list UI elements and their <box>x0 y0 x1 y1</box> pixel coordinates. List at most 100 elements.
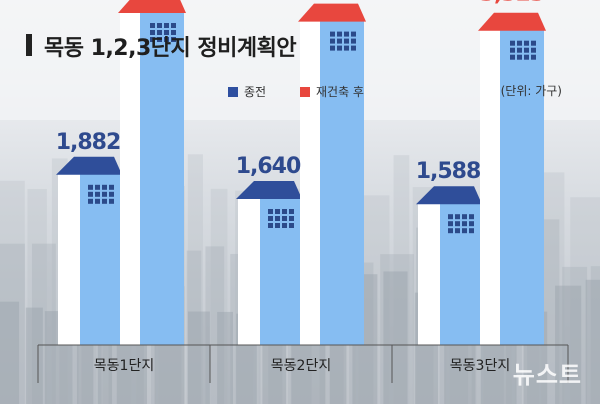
legend-label-before: 종전 <box>244 85 267 99</box>
bar-after-window <box>531 54 536 60</box>
bar-after-window <box>337 38 342 44</box>
bar-before-window <box>88 184 93 190</box>
skyline-building <box>590 266 600 404</box>
bar-after-window <box>157 23 162 28</box>
bar-before-roof <box>236 181 302 199</box>
bar-before-window <box>469 228 474 234</box>
bar-before-window <box>109 191 114 197</box>
skyline-building <box>570 197 600 404</box>
legend-item-before: 종전 <box>228 83 266 100</box>
skyline-building <box>0 301 20 404</box>
bar-before-roof <box>56 156 122 175</box>
bar-before-body-right <box>260 197 300 345</box>
bar-after-window <box>524 54 529 60</box>
skyline-building <box>27 188 47 404</box>
bar-after-window <box>337 31 342 37</box>
bar-after-2 <box>298 3 366 345</box>
bar-after-roof <box>118 0 186 13</box>
bar-before-window <box>448 221 453 227</box>
x-tick-label: 목동1단지 <box>94 358 154 374</box>
bar-before-window <box>268 223 273 228</box>
bar-after-window <box>510 40 515 46</box>
bar-after-1 <box>118 0 186 345</box>
bar-after-window <box>517 40 522 46</box>
bar-after-window <box>510 54 515 60</box>
skyline-building <box>0 180 25 404</box>
bar-after-window <box>351 38 356 44</box>
bar-before-window <box>275 216 280 221</box>
bar-before-window <box>95 198 100 204</box>
bar-after-body-right <box>500 28 544 345</box>
data-label-before: 1,640 <box>236 154 301 179</box>
bar-before-window <box>289 223 294 228</box>
bar-before-window <box>88 198 93 204</box>
legend-swatch-before <box>228 86 238 97</box>
bar-before-window <box>275 223 280 228</box>
bar-after-window <box>344 31 349 37</box>
bar-after-window <box>150 37 155 42</box>
bar-before-window <box>95 191 100 197</box>
bar-after-window <box>351 45 356 51</box>
skyline-building <box>186 250 202 404</box>
bar-before-window <box>455 228 460 234</box>
bar-after-window <box>524 47 529 53</box>
chart-title: 목동 1,2,3단지 정비계획안 <box>44 36 297 61</box>
bar-before-1 <box>56 156 122 345</box>
skyline-building <box>0 243 25 404</box>
skyline-building <box>187 311 210 404</box>
bar-before-window <box>275 209 280 214</box>
legend-swatch-after <box>300 86 310 97</box>
bar-after-window <box>157 30 162 35</box>
bar-before-window <box>282 216 287 221</box>
bar-before-window <box>282 223 287 228</box>
bar-before-window <box>462 214 467 220</box>
data-label-after: 3,323 <box>480 0 545 7</box>
bar-before-window <box>448 228 453 234</box>
bar-after-window <box>531 40 536 46</box>
bar-before-window <box>455 214 460 220</box>
bar-after-window <box>344 45 349 51</box>
skyline-building <box>210 188 228 404</box>
bar-after-window <box>164 30 169 35</box>
bar-after-window <box>330 45 335 51</box>
bar-after-window <box>344 38 349 44</box>
bar-after-window <box>351 31 356 37</box>
bar-after-window <box>330 38 335 44</box>
bar-after-window <box>531 47 536 53</box>
bar-before-window <box>289 209 294 214</box>
skyline-building <box>217 311 233 404</box>
bar-after-window <box>164 23 169 28</box>
skyline-building <box>585 279 600 404</box>
bar-after-window <box>150 30 155 35</box>
bar-before-window <box>469 214 474 220</box>
bar-before-window <box>102 198 107 204</box>
bar-before-window <box>282 209 287 214</box>
bar-after-window <box>171 37 176 42</box>
bar-before-window <box>268 209 273 214</box>
skyline-building <box>541 172 565 404</box>
bar-before-window <box>109 198 114 204</box>
bar-before-window <box>88 191 93 197</box>
bar-after-body-right <box>140 11 184 345</box>
bar-before-roof <box>416 186 482 205</box>
bar-before-window <box>95 184 100 190</box>
bar-after-window <box>171 23 176 28</box>
legend-item-after: 재건축 후 <box>300 83 364 100</box>
bar-after-roof <box>298 3 366 22</box>
bar-before-window <box>102 184 107 190</box>
bar-after-3 <box>478 12 546 345</box>
bar-after-window <box>164 37 169 42</box>
bar-after-window <box>171 30 176 35</box>
bar-before-window <box>455 221 460 227</box>
bar-after-window <box>157 37 162 42</box>
bar-after-window <box>150 23 155 28</box>
legend-label-after: 재건축 후 <box>316 85 364 99</box>
bar-before-2 <box>236 181 302 345</box>
data-label-before: 1,882 <box>56 130 121 155</box>
bar-after-body-right <box>320 19 364 345</box>
bar-after-window <box>510 47 515 53</box>
skyline-building <box>187 154 203 404</box>
bar-before-window <box>448 214 453 220</box>
